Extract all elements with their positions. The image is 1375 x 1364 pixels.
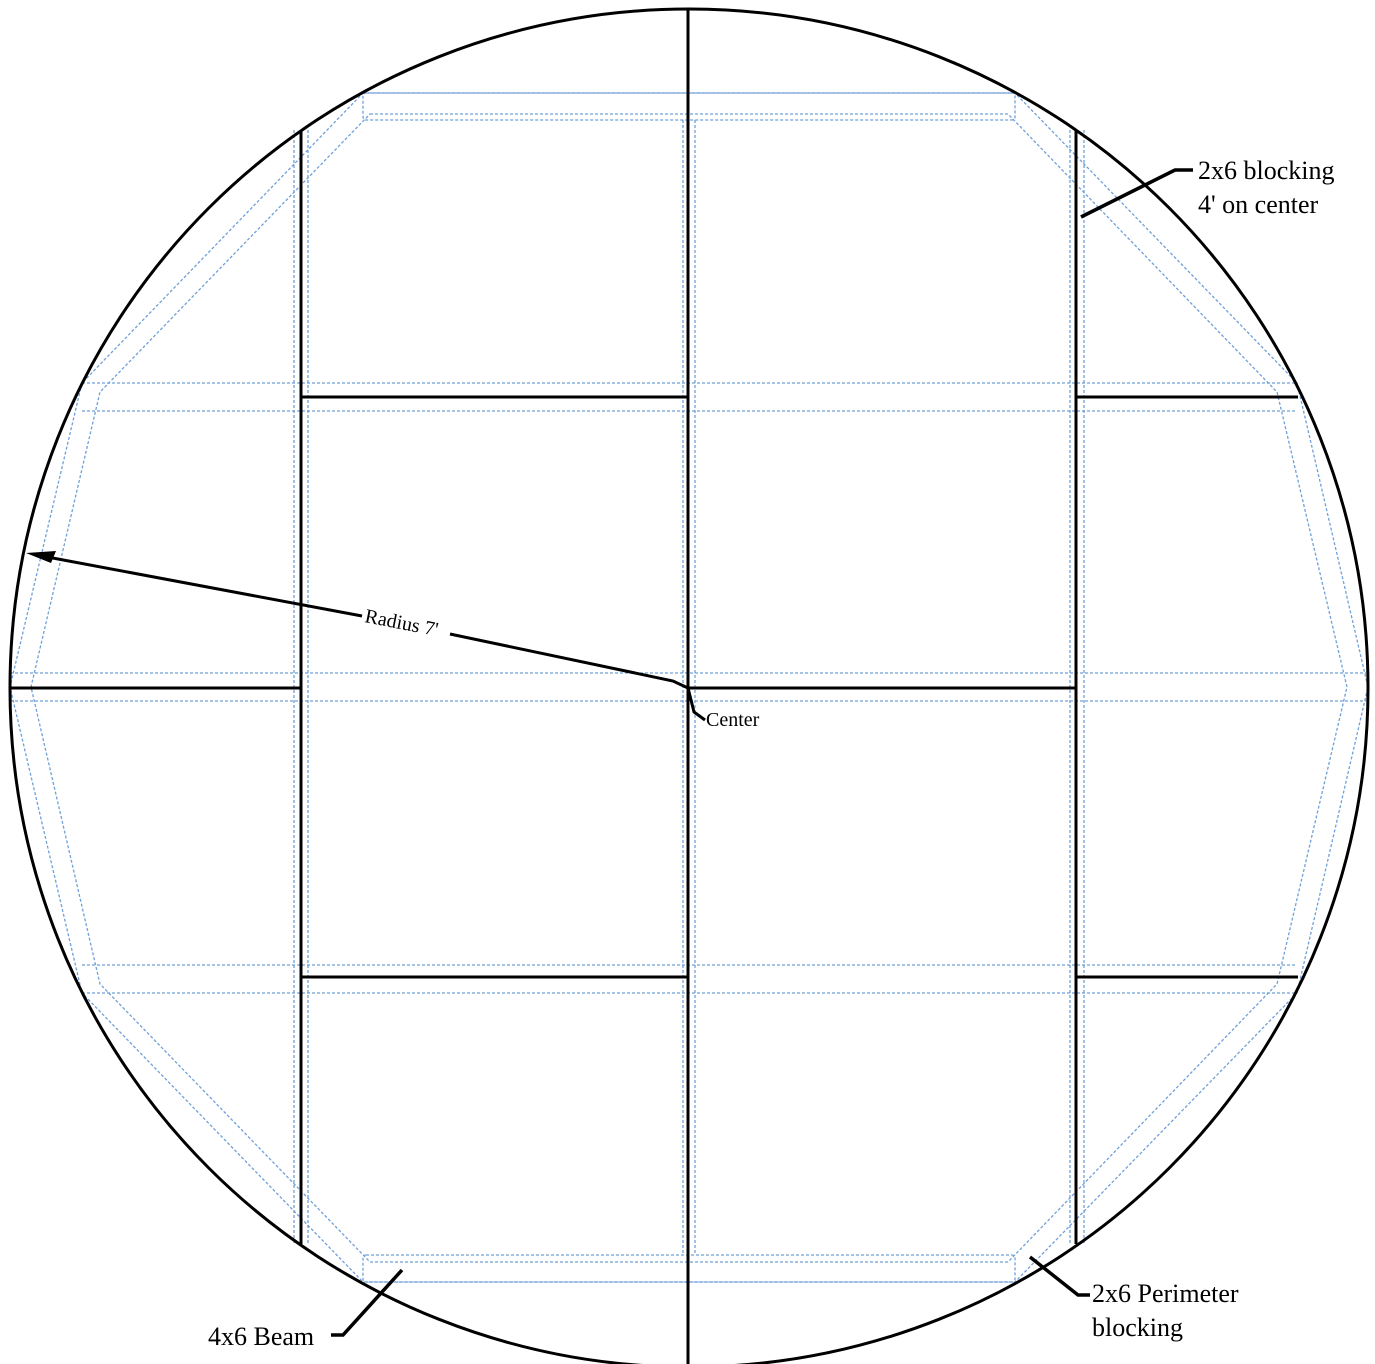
perimeter-label-line2: blocking [1092,1313,1183,1342]
blocking-label-line1: 2x6 blocking [1198,156,1335,185]
blocking-layer [9,92,1369,1283]
center-label: Center [706,709,760,731]
perimeter-label-line1: 2x6 Perimeter [1092,1279,1239,1308]
center-marker: Center [686,687,760,731]
radius-dimension: Radius 7' [26,551,689,690]
radius-label: Radius 7' [363,605,440,641]
blocking-callout: 2x6 blocking 4' on center [1080,156,1335,219]
perimeter-callout: 2x6 Perimeter blocking [1028,1255,1239,1342]
beam-callout: 4x6 Beam [208,1268,404,1351]
beam-label: 4x6 Beam [208,1322,314,1351]
beam-layer [10,10,1298,1364]
perimeter-blocking-inner [30,113,1348,1263]
deck-outline-circle [8,7,1370,1364]
blocking-label-line2: 4' on center [1198,190,1319,219]
perimeter-blocking-outer [9,92,1369,1283]
radius-arrowhead-icon [26,551,56,563]
